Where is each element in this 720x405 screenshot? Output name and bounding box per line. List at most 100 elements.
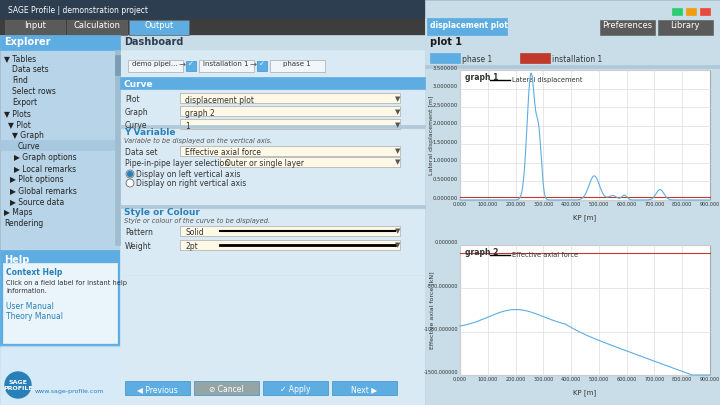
Bar — [220, 157, 400, 167]
Text: Theory Manual: Theory Manual — [6, 312, 63, 321]
Bar — [128, 60, 183, 72]
Text: Curve: Curve — [125, 121, 148, 130]
Text: ▶ Global remarks: ▶ Global remarks — [10, 186, 77, 195]
Text: 200.000: 200.000 — [505, 202, 526, 207]
Text: →: → — [179, 60, 186, 68]
Bar — [180, 146, 400, 156]
Bar — [125, 381, 190, 395]
Text: 3.000000: 3.000000 — [433, 84, 458, 89]
Text: Lateral displacement [m]: Lateral displacement [m] — [430, 95, 434, 175]
Text: 1.000000: 1.000000 — [433, 158, 458, 163]
Text: 3.500000: 3.500000 — [433, 66, 458, 70]
Bar — [427, 18, 507, 35]
Text: graph 1: graph 1 — [465, 73, 498, 82]
Text: Solid: Solid — [185, 228, 204, 237]
Text: 500.000: 500.000 — [589, 202, 609, 207]
Text: KP [m]: KP [m] — [573, 214, 597, 221]
Bar — [425, 18, 720, 38]
Text: Select rows: Select rows — [12, 87, 56, 96]
Text: Style or colour of the curve to be displayed.: Style or colour of the curve to be displ… — [124, 218, 270, 224]
Text: Pattern: Pattern — [125, 228, 153, 237]
Text: 800.000: 800.000 — [672, 202, 693, 207]
Text: Variable to be displayed on the vertical axis.: Variable to be displayed on the vertical… — [124, 138, 272, 144]
Text: Effective axial force [kN]: Effective axial force [kN] — [430, 271, 434, 349]
Text: SAGE Profile | demonstration project: SAGE Profile | demonstration project — [8, 6, 148, 15]
Bar — [180, 240, 400, 250]
Bar — [460, 245, 710, 375]
Text: 600.000: 600.000 — [616, 202, 636, 207]
Text: ◀ Previous: ◀ Previous — [137, 385, 177, 394]
Text: ✓: ✓ — [188, 61, 194, 67]
Text: 500.000: 500.000 — [589, 377, 609, 382]
Text: Calculation: Calculation — [73, 21, 120, 30]
Bar — [658, 20, 713, 35]
Bar — [686, 8, 696, 15]
Text: Data sets: Data sets — [12, 65, 49, 74]
Text: SAGE
PROFILE: SAGE PROFILE — [3, 380, 33, 391]
Text: graph 2: graph 2 — [465, 248, 498, 257]
Text: ▶ Local remarks: ▶ Local remarks — [14, 164, 76, 173]
Circle shape — [126, 179, 134, 187]
Text: 100.000: 100.000 — [477, 377, 498, 382]
Text: Pipe-in-pipe layer selection: Pipe-in-pipe layer selection — [125, 159, 229, 168]
Bar — [120, 35, 425, 50]
Text: ▼: ▼ — [395, 159, 400, 165]
Text: Installation 1: Installation 1 — [203, 61, 249, 67]
Bar — [186, 61, 196, 71]
Bar — [520, 53, 550, 63]
Text: 200.000: 200.000 — [505, 377, 526, 382]
Text: Weight: Weight — [125, 242, 152, 251]
Bar — [120, 205, 425, 208]
Bar — [180, 93, 400, 103]
Text: ▼ Plots: ▼ Plots — [4, 109, 31, 118]
Text: ▼: ▼ — [395, 122, 400, 128]
Text: 0.000: 0.000 — [453, 377, 467, 382]
Text: Output: Output — [145, 21, 174, 30]
Text: 2.000000: 2.000000 — [433, 121, 458, 126]
Bar — [180, 119, 400, 129]
Text: Y Variable: Y Variable — [124, 128, 176, 137]
Text: Click on a field label for instant help: Click on a field label for instant help — [6, 280, 127, 286]
Text: Lateral displacement: Lateral displacement — [512, 77, 582, 83]
Text: 400.000: 400.000 — [561, 202, 581, 207]
Circle shape — [5, 372, 31, 398]
Bar — [115, 55, 120, 75]
Text: Graph: Graph — [125, 108, 148, 117]
Bar — [0, 19, 720, 35]
Text: 0.000000: 0.000000 — [435, 241, 458, 245]
Bar — [180, 226, 400, 236]
Text: ▶ Plot options: ▶ Plot options — [10, 175, 63, 184]
Text: Context Help: Context Help — [6, 268, 63, 277]
Text: 900.000: 900.000 — [700, 377, 720, 382]
Text: Data set: Data set — [125, 148, 158, 157]
Text: Find: Find — [12, 76, 28, 85]
Bar — [120, 125, 425, 205]
Text: ▶ Source data: ▶ Source data — [10, 197, 64, 206]
Bar — [460, 70, 710, 200]
Bar — [5, 20, 65, 35]
Text: displacement plot: displacement plot — [185, 96, 254, 105]
Text: www.sage-profile.com: www.sage-profile.com — [35, 389, 104, 394]
Text: ✓ Apply: ✓ Apply — [280, 385, 310, 394]
Text: phase 1: phase 1 — [462, 55, 492, 64]
Text: 900.000: 900.000 — [700, 202, 720, 207]
Text: 0.000000: 0.000000 — [433, 196, 458, 200]
Text: -500.000000: -500.000000 — [427, 284, 458, 289]
Bar — [120, 77, 425, 89]
Text: Plot: Plot — [125, 95, 140, 104]
Bar — [263, 381, 328, 395]
Text: ▼ Tables: ▼ Tables — [4, 54, 36, 63]
Bar — [120, 275, 425, 405]
Text: 700.000: 700.000 — [644, 202, 665, 207]
Text: ▼: ▼ — [395, 228, 400, 234]
Text: -1000.000000: -1000.000000 — [423, 327, 458, 332]
Text: 1.500000: 1.500000 — [433, 140, 458, 145]
Bar — [0, 250, 120, 345]
Text: 600.000: 600.000 — [616, 377, 636, 382]
Bar — [0, 347, 120, 405]
Bar — [199, 60, 254, 72]
Text: phase 1: phase 1 — [283, 61, 311, 67]
Bar — [0, 0, 720, 20]
Text: Library: Library — [670, 21, 700, 30]
Text: Effective axial force: Effective axial force — [512, 252, 578, 258]
